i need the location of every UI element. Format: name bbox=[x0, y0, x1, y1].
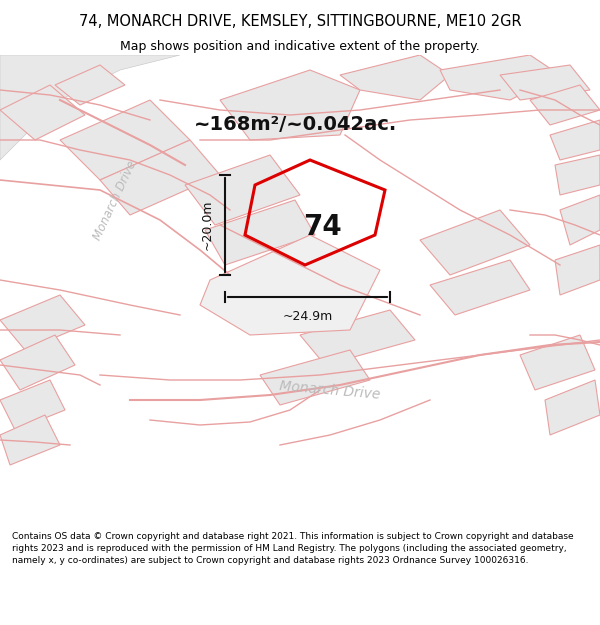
Polygon shape bbox=[260, 350, 370, 405]
Polygon shape bbox=[530, 85, 600, 125]
Polygon shape bbox=[340, 55, 450, 100]
Polygon shape bbox=[545, 380, 600, 435]
Polygon shape bbox=[185, 155, 300, 225]
Text: 74, MONARCH DRIVE, KEMSLEY, SITTINGBOURNE, ME10 2GR: 74, MONARCH DRIVE, KEMSLEY, SITTINGBOURN… bbox=[79, 14, 521, 29]
Polygon shape bbox=[0, 415, 60, 465]
Polygon shape bbox=[550, 120, 600, 160]
Polygon shape bbox=[205, 200, 315, 265]
Polygon shape bbox=[60, 100, 190, 180]
Polygon shape bbox=[555, 245, 600, 295]
Text: ~20.0m: ~20.0m bbox=[200, 200, 214, 250]
Polygon shape bbox=[220, 70, 360, 140]
Text: Contains OS data © Crown copyright and database right 2021. This information is : Contains OS data © Crown copyright and d… bbox=[12, 532, 574, 565]
Polygon shape bbox=[200, 235, 380, 335]
Polygon shape bbox=[55, 65, 125, 105]
Polygon shape bbox=[0, 55, 180, 160]
Polygon shape bbox=[0, 335, 75, 390]
Polygon shape bbox=[560, 195, 600, 245]
Polygon shape bbox=[0, 295, 85, 350]
Text: Monarch Drive: Monarch Drive bbox=[91, 158, 139, 242]
Text: Monarch Drive: Monarch Drive bbox=[279, 379, 381, 401]
Polygon shape bbox=[440, 55, 560, 100]
Polygon shape bbox=[420, 210, 530, 275]
Text: 74: 74 bbox=[303, 213, 342, 241]
Text: ~168m²/~0.042ac.: ~168m²/~0.042ac. bbox=[193, 116, 397, 134]
Polygon shape bbox=[520, 335, 595, 390]
Polygon shape bbox=[430, 260, 530, 315]
Polygon shape bbox=[0, 380, 65, 430]
Text: Map shows position and indicative extent of the property.: Map shows position and indicative extent… bbox=[120, 39, 480, 52]
Polygon shape bbox=[0, 85, 85, 140]
Polygon shape bbox=[100, 140, 220, 215]
Text: ~24.9m: ~24.9m bbox=[283, 311, 332, 324]
Polygon shape bbox=[300, 310, 415, 365]
Polygon shape bbox=[555, 155, 600, 195]
Polygon shape bbox=[500, 65, 590, 100]
